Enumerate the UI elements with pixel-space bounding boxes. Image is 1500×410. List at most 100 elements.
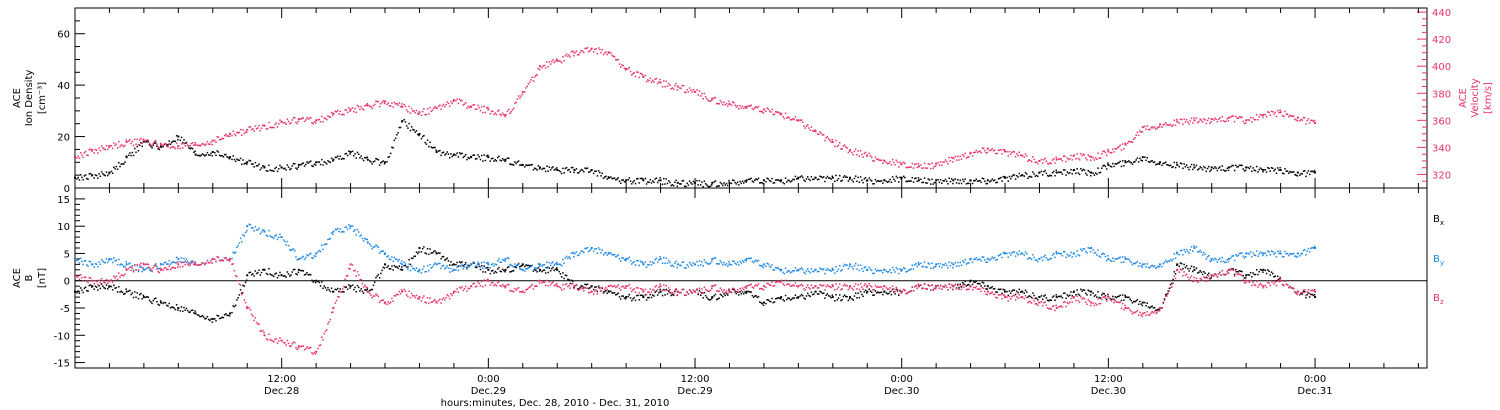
density-sample bbox=[793, 178, 795, 181]
density-sample bbox=[836, 179, 838, 182]
by-sample bbox=[795, 269, 798, 272]
velocity-sample bbox=[1059, 158, 1061, 160]
bz-sample bbox=[592, 293, 595, 295]
bx-sample bbox=[239, 289, 242, 291]
by-point bbox=[556, 263, 559, 266]
bx-sample bbox=[841, 299, 843, 301]
density-sample bbox=[78, 179, 81, 181]
time-tick-label: 12:00 bbox=[681, 374, 710, 385]
velocity-sample bbox=[738, 108, 740, 110]
by-sample bbox=[1183, 248, 1185, 251]
by-sample bbox=[905, 271, 907, 273]
density-point bbox=[470, 156, 473, 159]
bz-sample bbox=[492, 281, 494, 284]
bx-sample bbox=[762, 304, 765, 307]
bx-sample bbox=[1033, 294, 1035, 297]
bz-sample bbox=[896, 288, 899, 291]
velocity-point bbox=[1159, 123, 1162, 126]
velocity-sample bbox=[138, 139, 141, 141]
by-sample bbox=[1189, 249, 1192, 251]
density-sample bbox=[831, 175, 834, 178]
density-point bbox=[263, 166, 266, 169]
bx-sample bbox=[696, 289, 698, 291]
bx-sample bbox=[154, 297, 157, 299]
velocity-sample bbox=[1283, 115, 1285, 118]
density-sample bbox=[1040, 170, 1043, 173]
by-sample bbox=[603, 252, 606, 255]
velocity-sample bbox=[265, 128, 268, 130]
velocity-sample bbox=[587, 51, 590, 53]
velocity-sample bbox=[148, 142, 151, 145]
density-sample bbox=[225, 153, 227, 156]
bx-sample bbox=[1046, 299, 1049, 301]
velocity-sample bbox=[778, 112, 781, 115]
bz-sample bbox=[308, 347, 311, 349]
velocity-sample bbox=[1215, 118, 1217, 121]
velocity-sample bbox=[786, 117, 788, 119]
density-ylabel-line1: ACE bbox=[12, 88, 23, 108]
bx-sample bbox=[1082, 288, 1085, 291]
velocity-sample bbox=[756, 107, 759, 109]
velocity-sample bbox=[659, 78, 661, 81]
by-sample bbox=[111, 261, 114, 264]
bx-sample bbox=[255, 272, 258, 275]
bx-sample bbox=[416, 252, 419, 255]
density-sample bbox=[1308, 173, 1311, 176]
density-sample bbox=[1162, 162, 1165, 165]
density-sample bbox=[1184, 166, 1187, 168]
density-sample bbox=[148, 144, 151, 146]
by-sample bbox=[519, 268, 521, 270]
bz-sample bbox=[104, 282, 107, 284]
density-sample bbox=[942, 179, 944, 182]
bx-sample bbox=[671, 293, 674, 296]
velocity-sample bbox=[448, 105, 451, 108]
velocity-sample bbox=[868, 152, 870, 155]
by-sample bbox=[573, 255, 575, 258]
bx-sample bbox=[653, 295, 655, 297]
by-sample bbox=[531, 264, 533, 267]
by-sample bbox=[263, 229, 265, 232]
bz-sample bbox=[633, 288, 636, 290]
velocity-sample bbox=[183, 142, 185, 145]
by-sample bbox=[361, 237, 364, 240]
velocity-sample bbox=[479, 109, 482, 112]
density-sample bbox=[1296, 175, 1299, 177]
velocity-point bbox=[1227, 116, 1230, 119]
density-sample bbox=[483, 154, 485, 156]
bz-sample bbox=[494, 283, 497, 286]
density-sample bbox=[1260, 168, 1263, 170]
by-sample bbox=[1248, 253, 1251, 255]
bz-sample bbox=[355, 275, 357, 277]
velocity-point bbox=[177, 145, 180, 148]
by-sample bbox=[895, 266, 898, 269]
density-sample bbox=[822, 176, 825, 178]
bx-sample bbox=[498, 266, 500, 269]
by-sample bbox=[530, 265, 532, 268]
bx-sample bbox=[137, 297, 140, 300]
density-sample bbox=[777, 179, 779, 181]
density-sample bbox=[397, 132, 399, 134]
by-sample bbox=[150, 269, 152, 272]
bz-sample bbox=[554, 284, 557, 286]
density-point bbox=[625, 179, 628, 182]
velocity-sample bbox=[906, 166, 909, 169]
by-sample bbox=[829, 269, 831, 271]
by-sample bbox=[949, 265, 952, 267]
density-sample bbox=[233, 158, 236, 161]
bx-sample bbox=[398, 265, 401, 267]
by-sample bbox=[856, 268, 858, 270]
by-sample bbox=[535, 267, 537, 269]
bx-sample bbox=[364, 289, 366, 291]
bx-sample bbox=[95, 286, 98, 288]
density-sample bbox=[259, 168, 262, 171]
velocity-sample bbox=[253, 130, 255, 132]
bz-sample bbox=[836, 288, 838, 290]
velocity-point bbox=[418, 111, 421, 114]
bx-sample bbox=[824, 297, 826, 299]
velocity-sample bbox=[156, 143, 158, 146]
bx-sample bbox=[1120, 299, 1123, 302]
bx-sample bbox=[1002, 288, 1005, 291]
bx-sample bbox=[629, 297, 632, 299]
bx-sample bbox=[1178, 265, 1180, 268]
by-sample bbox=[261, 229, 264, 231]
